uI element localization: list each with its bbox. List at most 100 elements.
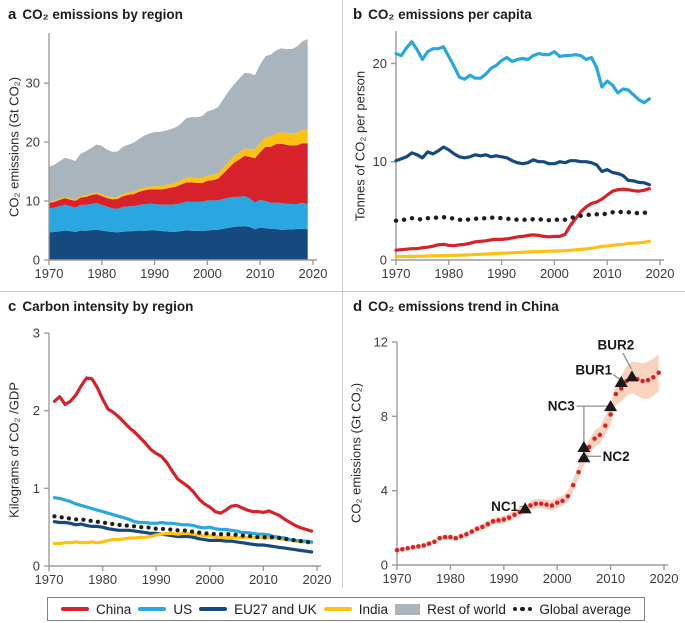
line-india <box>52 531 314 546</box>
svg-text:2000: 2000 <box>193 266 222 281</box>
svg-text:2010: 2010 <box>249 572 278 587</box>
line-us <box>52 496 314 544</box>
annotation-nc3: NC3 <box>548 399 618 452</box>
panel-a-emissions-by-region: a CO₂ emissions by region CO₂ emissions (… <box>0 0 342 291</box>
area-rest-of-world <box>49 39 308 202</box>
panel-b-per-capita: b CO₂ emissions per capita Tonnes of CO₂ … <box>343 0 685 291</box>
panel-a-letter: a <box>8 6 17 23</box>
area-china <box>49 143 308 209</box>
annotation-bur2: BUR2 <box>598 337 639 382</box>
axes <box>392 341 668 570</box>
svg-text:1990: 1990 <box>140 266 169 281</box>
dots-china <box>394 370 661 553</box>
panel-a-title: a CO₂ emissions by region <box>8 6 183 24</box>
panel-d-china-trend: d CO₂ emissions trend in China CO₂ emissi… <box>343 292 685 588</box>
legend: China US EU27 and UK India Rest of world… <box>47 597 645 621</box>
svg-text:2000: 2000 <box>540 266 569 281</box>
svg-text:2020: 2020 <box>299 266 328 281</box>
svg-text:2010: 2010 <box>246 266 275 281</box>
panel-b-title-text: CO₂ emissions per capita <box>368 7 532 22</box>
triangle-marker <box>577 451 591 463</box>
panel-a-title-text: CO₂ emissions by region <box>22 7 183 22</box>
svg-text:1970: 1970 <box>383 571 412 586</box>
axes <box>44 332 321 571</box>
chart-d-dotted-trend: 1970 1980 1990 2000 2010 2020 0 4 8 12 NC1 NC2 NC3 BU… <box>374 335 679 587</box>
panel-c-title-text: Carbon intensity by region <box>22 299 194 314</box>
svg-text:20: 20 <box>373 56 387 71</box>
svg-text:1980: 1980 <box>436 571 465 586</box>
svg-text:2020: 2020 <box>650 571 679 586</box>
panel-c-letter: c <box>8 298 17 315</box>
triangle-marker <box>518 502 532 514</box>
svg-text:NC3: NC3 <box>548 399 575 414</box>
panel-b-letter: b <box>353 6 363 23</box>
legend-item-china: China <box>61 602 131 617</box>
legend-label-us: US <box>173 601 193 617</box>
legend-label-rest-of-world: Rest of world <box>427 601 506 617</box>
svg-text:1990: 1990 <box>142 572 171 587</box>
legend-label-india: India <box>358 601 389 617</box>
line-global-average <box>393 209 652 223</box>
legend-label-global-average: Global average <box>539 601 631 617</box>
tick-labels: 1970 1980 1990 2000 2010 2020 0 10 20 <box>373 56 675 281</box>
annotation-nc1: NC1 <box>491 499 532 514</box>
eu27-uk-line-swatch <box>199 606 228 612</box>
tick-labels: 1970 1980 1990 2000 2010 2020 0 10 20 30 <box>26 76 328 281</box>
svg-text:4: 4 <box>381 483 388 498</box>
triangle-marker <box>625 370 639 382</box>
triangle-marker <box>614 375 628 387</box>
panel-d-title: d CO₂ emissions trend in China <box>353 298 559 316</box>
axes <box>44 33 317 265</box>
tick-labels: 1970 1980 1990 2000 2010 2020 0 1 2 3 <box>33 326 332 588</box>
svg-text:10: 10 <box>26 194 40 209</box>
triangle-marker <box>577 440 591 452</box>
svg-text:NC1: NC1 <box>491 499 518 514</box>
area-us <box>49 196 308 233</box>
svg-text:1990: 1990 <box>487 266 516 281</box>
svg-text:2020: 2020 <box>303 572 332 587</box>
line-eu27-and-uk <box>394 145 651 187</box>
horizontal-divider <box>0 291 685 292</box>
line-eu27-and-uk <box>52 520 314 554</box>
legend-label-china: China <box>96 601 132 617</box>
panel-d-letter: d <box>353 298 363 315</box>
svg-text:30: 30 <box>26 76 40 91</box>
triangle-marker <box>604 400 618 412</box>
svg-text:2010: 2010 <box>593 266 622 281</box>
line-india <box>394 239 651 259</box>
panel-c-title: c Carbon intensity by region <box>8 298 193 316</box>
india-line-swatch <box>323 606 352 612</box>
legend-item-rest-of-world: Rest of world <box>395 602 506 617</box>
panel-b-title: b CO₂ emissions per capita <box>353 6 532 24</box>
area-india <box>49 129 308 203</box>
line-china <box>394 187 651 252</box>
axes <box>391 31 664 265</box>
svg-text:2000: 2000 <box>543 571 572 586</box>
area-eu27-and-uk <box>49 226 308 260</box>
svg-text:0: 0 <box>380 253 387 268</box>
svg-text:1980: 1980 <box>88 572 117 587</box>
legend-item-eu27-uk: EU27 and UK <box>199 602 317 617</box>
svg-text:2: 2 <box>33 403 40 418</box>
china-line-swatch <box>61 606 89 612</box>
svg-text:0: 0 <box>33 253 40 268</box>
legend-label-eu27-uk: EU27 and UK <box>234 601 317 617</box>
legend-item-india: India <box>323 601 389 617</box>
svg-text:20: 20 <box>26 135 40 150</box>
svg-text:NC2: NC2 <box>603 449 630 464</box>
panel-d-title-text: CO₂ emissions trend in China <box>368 299 559 314</box>
tick-labels: 1970 1980 1990 2000 2010 2020 0 4 8 12 <box>374 335 679 587</box>
svg-text:1980: 1980 <box>434 266 463 281</box>
svg-text:1970: 1970 <box>35 572 64 587</box>
svg-text:BUR1: BUR1 <box>575 362 612 377</box>
svg-text:8: 8 <box>381 409 388 424</box>
line-china <box>52 376 314 533</box>
svg-text:0: 0 <box>33 559 40 574</box>
global-average-dots-swatch <box>512 606 533 612</box>
legend-item-us: US <box>138 602 192 617</box>
line-global-average <box>52 514 314 545</box>
svg-text:2020: 2020 <box>646 266 675 281</box>
svg-text:BUR2: BUR2 <box>598 337 635 352</box>
svg-text:10: 10 <box>373 154 387 169</box>
